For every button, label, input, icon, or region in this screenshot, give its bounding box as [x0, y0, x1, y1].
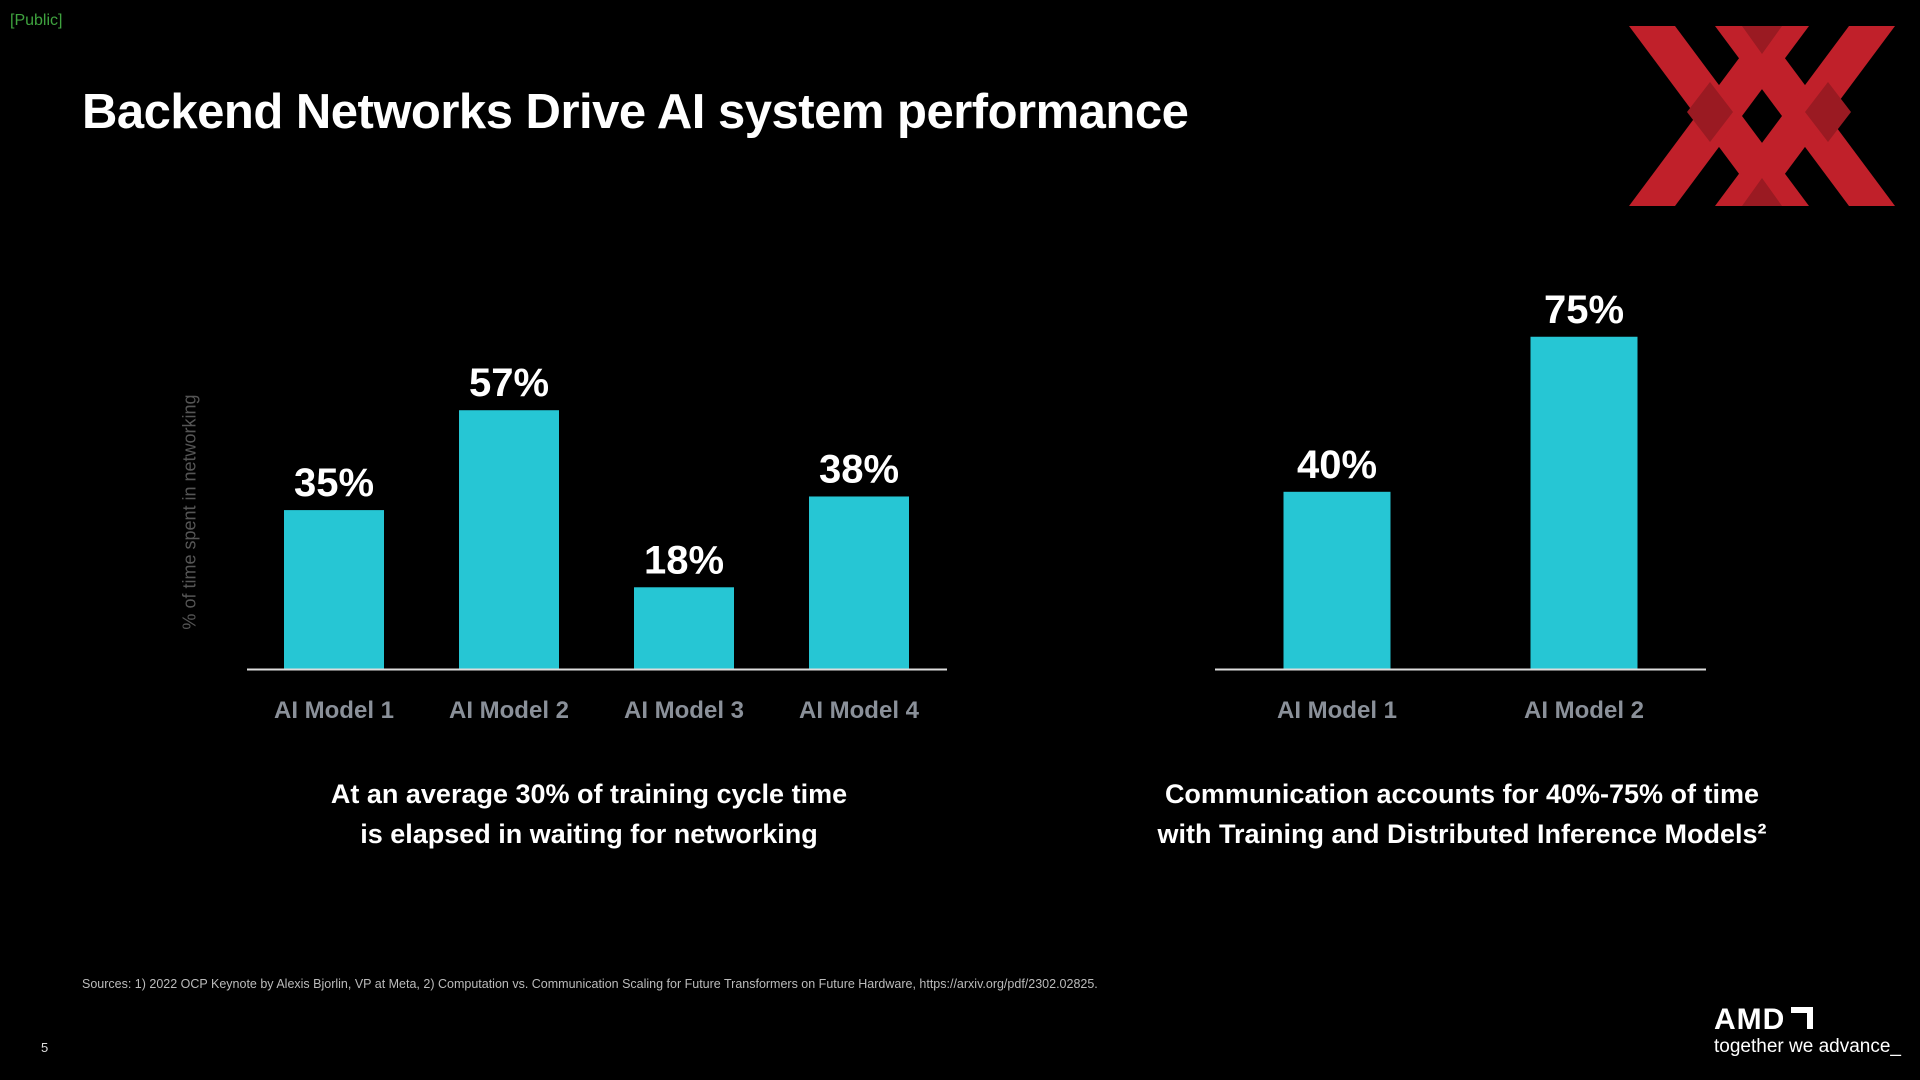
caption-line: with Training and Distributed Inference …	[1157, 819, 1767, 849]
amd-arrow-icon	[1791, 1007, 1814, 1029]
xx-logo-icon	[1629, 26, 1895, 206]
bar	[459, 410, 559, 669]
data-label: 38%	[819, 447, 899, 491]
bar	[809, 496, 909, 669]
bar	[1530, 336, 1638, 669]
brand-text: AMD	[1714, 1003, 1786, 1036]
data-label: 57%	[469, 361, 549, 405]
slide-title: Backend Networks Drive AI system perform…	[82, 85, 1189, 139]
page-number: 5	[41, 1040, 49, 1055]
x-tick-label: AI Model 4	[799, 697, 920, 724]
chart-left: 35% AI Model 1 57% AI Model 2 18% AI Model 3 3…	[247, 361, 947, 724]
data-label: 18%	[644, 538, 724, 582]
bar	[1283, 491, 1391, 669]
bar	[634, 587, 734, 669]
x-tick-label: AI Model 3	[624, 697, 744, 724]
caption-line: At an average 30% of training cycle time	[330, 779, 848, 809]
x-tick-label: AI Model 2	[449, 697, 569, 724]
classification-label: [Public]	[10, 12, 63, 29]
chart-right: 40% AI Model 1 75% AI Model 2	[1215, 288, 1706, 724]
x-tick-label: AI Model 1	[1277, 697, 1397, 724]
sources-footnote: Sources: 1) 2022 OCP Keynote by Alexis B…	[82, 977, 1098, 991]
bar	[284, 510, 384, 669]
tagline: together we advance_	[1714, 1036, 1901, 1057]
amd-logo: AMD	[1714, 1003, 1814, 1037]
data-label: 35%	[294, 461, 374, 505]
data-label: 40%	[1297, 443, 1377, 487]
data-label: 75%	[1544, 288, 1624, 332]
caption-line: Communication accounts for 40%-75% of ti…	[1164, 779, 1760, 809]
caption-right: Communication accounts for 40%-75% of ti…	[1157, 774, 1766, 854]
caption-left: At an average 30% of training cycle time…	[331, 774, 847, 854]
x-tick-label: AI Model 1	[274, 697, 394, 724]
caption-line: is elapsed in waiting for networking	[360, 819, 818, 849]
x-tick-label: AI Model 2	[1524, 697, 1644, 724]
